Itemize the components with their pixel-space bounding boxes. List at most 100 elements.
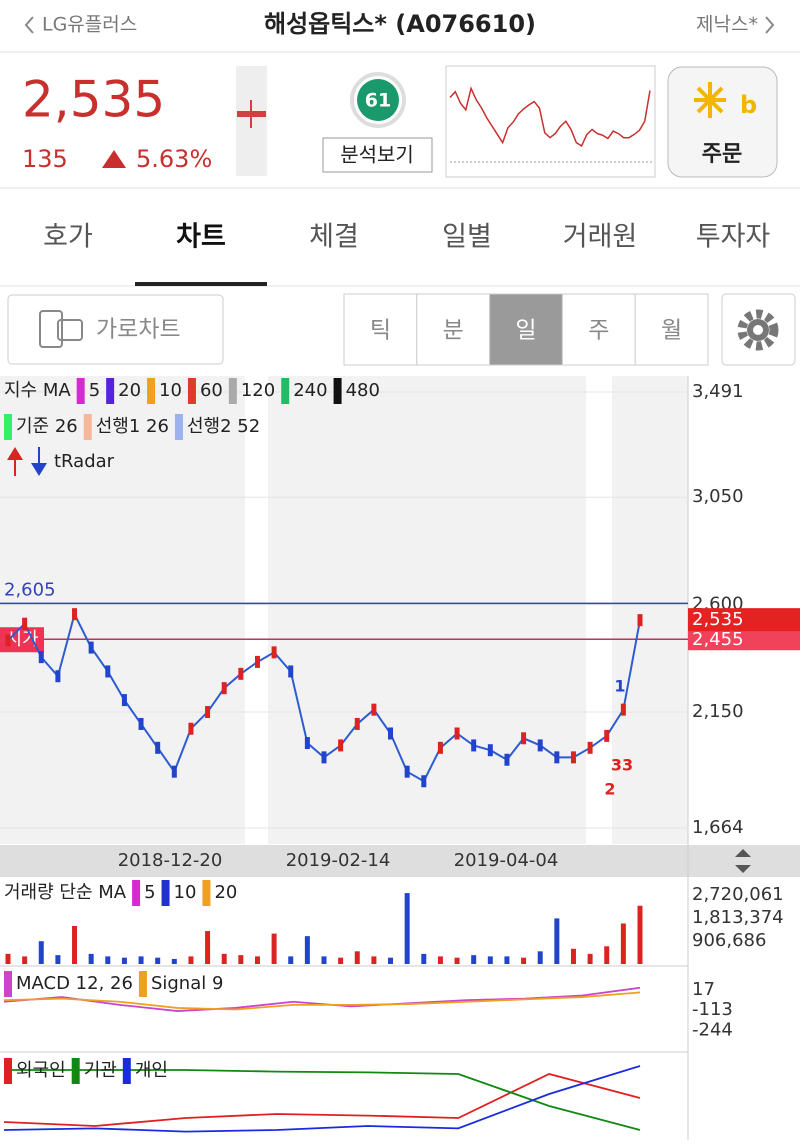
- back-chevron[interactable]: [24, 16, 34, 34]
- legend-swatch: [187, 378, 196, 404]
- back-link[interactable]: LG유플러스: [42, 14, 137, 36]
- period-button[interactable]: [634, 293, 709, 366]
- indicator-line: [3, 991, 641, 1011]
- volume-bar: [271, 933, 277, 964]
- legend-label: 10: [174, 882, 197, 903]
- volume-bar: [504, 956, 510, 964]
- order-button[interactable]: [667, 66, 778, 178]
- volume-bar: [604, 946, 610, 964]
- candle: [205, 706, 211, 719]
- legend-swatch: [202, 880, 211, 906]
- x-axis-strip: [0, 845, 800, 877]
- analysis-button[interactable]: [322, 137, 433, 173]
- candle: [188, 722, 194, 735]
- signal-annotation: 1: [614, 677, 625, 696]
- legend-swatch: [161, 880, 170, 906]
- volume-bar: [421, 953, 427, 964]
- order-label[interactable]: 주문: [702, 142, 742, 167]
- plot-bg: [0, 376, 688, 844]
- candle: [620, 703, 626, 716]
- volume-bar: [388, 957, 394, 964]
- candle: [321, 751, 327, 764]
- y-tick-label: 1,664: [692, 817, 744, 838]
- legend-label: 20: [214, 882, 237, 903]
- candle: [254, 655, 260, 668]
- score-ring: [350, 72, 406, 128]
- candle: [121, 694, 127, 707]
- candle: [304, 737, 310, 750]
- y-tick-label: 2,150: [692, 701, 744, 722]
- candle: [570, 751, 576, 764]
- legend-label: 10: [159, 380, 182, 401]
- period-button[interactable]: [343, 293, 418, 366]
- legend-label: MACD 12, 26: [16, 973, 133, 994]
- resize-icon[interactable]: [735, 849, 751, 873]
- y-tick-label: 3,050: [692, 486, 744, 507]
- candle: [288, 665, 294, 678]
- candle: [637, 614, 643, 627]
- period-label[interactable]: 일: [515, 318, 536, 344]
- volume-bar: [188, 956, 194, 964]
- mini-candle-body: [237, 111, 266, 117]
- period-label[interactable]: 월: [661, 318, 682, 344]
- period-label[interactable]: 분: [443, 318, 464, 344]
- plot-band: [586, 376, 612, 844]
- candle: [155, 741, 161, 754]
- legend-swatch: [83, 414, 92, 440]
- volume-bar: [22, 956, 28, 964]
- legend-swatch: [174, 414, 183, 440]
- candle: [88, 641, 94, 654]
- indicator-line: [3, 1065, 641, 1133]
- legend-swatch: [106, 378, 115, 404]
- period-button[interactable]: [416, 293, 491, 366]
- legend-swatch: [138, 971, 147, 997]
- candle: [504, 753, 510, 766]
- next-chevron[interactable]: [765, 16, 775, 34]
- volume-bar: [471, 955, 477, 964]
- volume-bar: [72, 926, 78, 964]
- analysis-label[interactable]: 분석보기: [340, 143, 414, 167]
- plot-band: [245, 376, 268, 844]
- volume-bar: [221, 953, 227, 964]
- legend-swatch: [4, 1058, 12, 1084]
- legend-label: 선행2 52: [187, 416, 260, 437]
- legend-label: 선행1 26: [96, 416, 169, 437]
- high-line-label: 2,605: [4, 579, 56, 600]
- volume-bar: [521, 957, 527, 964]
- up-triangle: [102, 150, 126, 168]
- volume-bar: [304, 936, 310, 964]
- x-tick-label: 2019-04-04: [454, 850, 559, 871]
- legend-swatch: [4, 414, 12, 440]
- legend-label: 5: [89, 380, 100, 401]
- tab[interactable]: 투자자: [696, 222, 771, 253]
- candle: [604, 729, 610, 742]
- volume-bar: [371, 956, 377, 964]
- tab[interactable]: 차트: [176, 222, 226, 253]
- candle: [5, 634, 11, 647]
- volume-tick-label: 906,686: [692, 930, 766, 951]
- tab[interactable]: 일별: [442, 222, 492, 253]
- volume-bar: [404, 893, 410, 964]
- tab[interactable]: 체결: [309, 222, 359, 253]
- candle: [72, 608, 78, 621]
- current-price-label: 2,535: [692, 609, 744, 630]
- next-link[interactable]: 제낙스*: [696, 14, 758, 36]
- volume-bar: [238, 955, 244, 964]
- volume-bar: [454, 957, 460, 964]
- volume-tick-label: 1,813,374: [692, 907, 784, 928]
- period-button[interactable]: [489, 293, 563, 366]
- candle: [454, 727, 460, 740]
- tab[interactable]: 호가: [43, 222, 93, 253]
- volume-bar: [288, 956, 294, 964]
- legend-swatch: [76, 378, 85, 404]
- legend-swatch: [147, 378, 156, 404]
- period-label[interactable]: 주: [588, 318, 609, 344]
- period-label[interactable]: 틱: [370, 318, 391, 344]
- radar-down: [31, 447, 47, 476]
- landscape-label[interactable]: 가로차트: [96, 317, 181, 343]
- volume-bar: [254, 956, 260, 964]
- radar-up: [7, 447, 23, 476]
- tab[interactable]: 거래원: [563, 222, 638, 253]
- radar-label: tRadar: [54, 451, 115, 472]
- period-button[interactable]: [561, 293, 636, 366]
